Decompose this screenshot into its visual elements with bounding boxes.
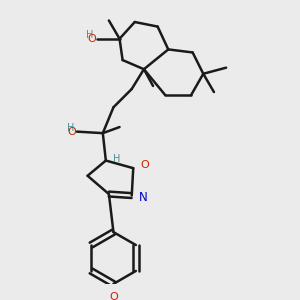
Text: H: H: [67, 123, 74, 133]
Text: N: N: [139, 190, 148, 204]
Text: H: H: [112, 154, 120, 164]
Text: O: O: [109, 292, 118, 300]
Text: H: H: [86, 30, 93, 40]
Text: O: O: [87, 34, 96, 44]
Text: O: O: [141, 160, 150, 170]
Text: O: O: [68, 127, 76, 136]
